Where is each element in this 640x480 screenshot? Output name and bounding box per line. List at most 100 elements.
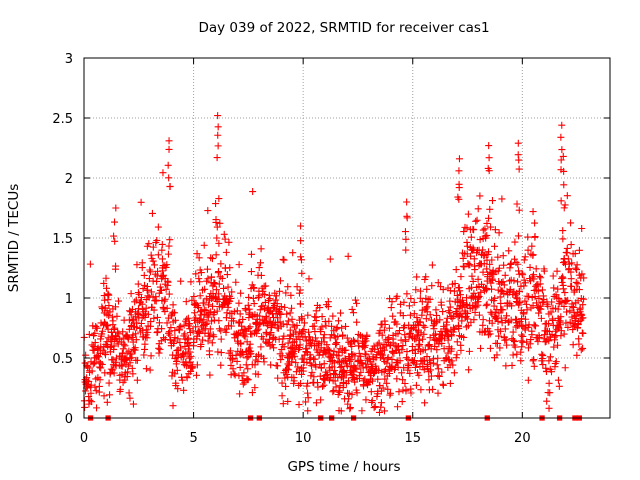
peak-point [111,237,119,245]
y-tick-label: 1 [65,292,73,307]
data-point [521,253,529,261]
peak-point [485,154,493,162]
data-point [128,350,136,358]
data-point [304,311,312,319]
data-point [100,392,108,400]
data-point [149,243,157,251]
data-point [434,389,442,397]
data-point [304,394,312,402]
data-point [403,348,411,356]
data-point [247,350,255,358]
data-point [320,360,328,368]
data-point [398,346,406,354]
data-point [345,377,353,385]
data-point [399,342,407,350]
data-point [552,358,560,366]
data-point [204,275,212,283]
data-point [236,363,244,371]
peak-point [515,156,523,164]
data-point [212,218,220,226]
data-point [204,301,212,309]
peak-point [401,228,409,236]
data-point [359,364,367,372]
data-point [479,226,487,234]
data-point [134,289,142,297]
data-point [450,369,458,377]
data-point [436,336,444,344]
data-point [401,379,409,387]
data-point [559,274,567,282]
peak-point [558,121,566,129]
data-point [511,255,519,263]
data-point [289,249,297,257]
data-point [190,300,198,308]
data-point [98,303,106,311]
data-point [531,219,539,227]
data-point [255,292,263,300]
data-point [343,362,351,370]
data-point [226,264,234,272]
data-point [433,346,441,354]
peak-point [455,167,463,175]
data-point [282,289,290,297]
data-point [410,310,418,318]
data-point [213,234,221,242]
data-point [488,319,496,327]
data-point [375,366,383,374]
peak-point [403,198,411,206]
data-point [415,371,423,379]
data-point [361,341,369,349]
data-point [380,346,388,354]
data-point [236,310,244,318]
data-point [330,359,338,367]
data-point [282,382,290,390]
data-point [488,285,496,293]
data-point [311,313,319,321]
data-point [243,354,251,362]
data-point [362,337,370,345]
data-point [460,263,468,271]
data-point [208,273,216,281]
data-point [377,350,385,358]
data-point [326,255,334,263]
data-point [407,295,415,303]
data-point [266,295,274,303]
data-point [245,305,253,313]
data-point [159,169,167,177]
data-point [433,311,441,319]
data-point [483,231,491,239]
data-point [95,382,103,390]
data-point [107,365,115,373]
data-point [256,259,264,267]
data-point [529,302,537,310]
data-point [272,296,280,304]
data-point [406,369,414,377]
data-point [144,328,152,336]
data-point [423,353,431,361]
data-point [515,288,523,296]
peak-point [454,193,462,201]
data-point [257,245,265,253]
data-point [203,319,211,327]
data-point [311,342,319,350]
data-point [572,312,580,320]
data-point [125,389,133,397]
data-point [296,300,304,308]
data-point [427,372,435,380]
data-point [469,277,477,285]
data-point [432,306,440,314]
data-point [305,275,313,283]
data-point [279,320,287,328]
data-point [499,306,507,314]
y-tick-label: 0.5 [52,352,73,367]
data-point [298,370,306,378]
y-tick-label: 3 [65,52,73,67]
data-point [146,268,154,276]
data-point [448,345,456,353]
data-point [295,289,303,297]
data-point [146,366,154,374]
data-point [379,351,387,359]
data-point [396,326,404,334]
data-point [488,197,496,205]
data-point [364,363,372,371]
